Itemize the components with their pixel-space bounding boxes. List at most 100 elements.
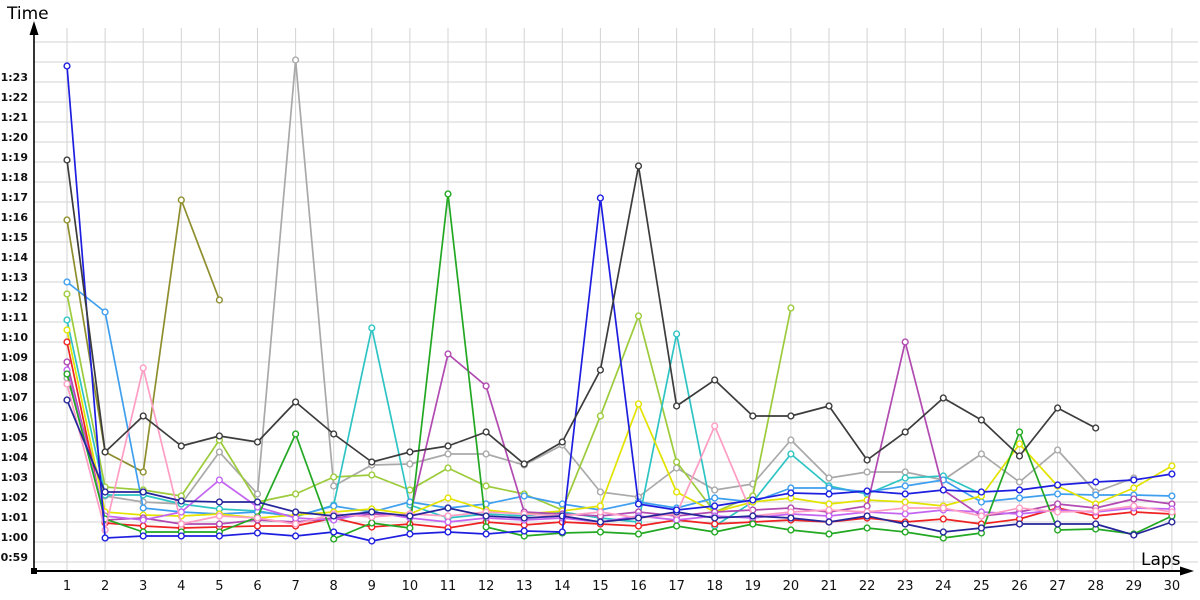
data-point-green [787, 526, 795, 534]
data-point-purple [444, 350, 452, 358]
data-point-light-blue [101, 308, 109, 316]
series-line-purple [66, 341, 1173, 525]
data-point-yellow [634, 400, 643, 408]
x-tick-label: 25 [973, 579, 990, 594]
data-point-yellow-green [63, 290, 71, 298]
data-point-light-blue [1168, 492, 1176, 500]
data-point-yellow-green [672, 458, 681, 466]
data-point-pink [787, 508, 795, 516]
data-point-light-blue [901, 482, 909, 490]
data-point-blue [634, 500, 643, 508]
data-point-navy [292, 508, 300, 516]
data-point-navy [330, 512, 338, 520]
data-point-blue [1092, 478, 1100, 486]
data-point-blue [520, 527, 528, 535]
data-point-light-blue [558, 500, 566, 508]
data-point-violet [901, 510, 909, 518]
data-point-black [1015, 452, 1024, 460]
data-point-gray [596, 488, 605, 496]
y-tick-label: 1:05 [1, 431, 28, 444]
data-point-violet [1015, 510, 1024, 518]
data-point-navy [863, 512, 871, 520]
data-point-pink [901, 504, 909, 512]
data-point-blue [672, 506, 681, 514]
data-point-blue [215, 532, 224, 540]
x-tick-label: 7 [291, 579, 299, 594]
x-tick-label: 20 [783, 579, 800, 594]
data-point-green [368, 519, 376, 527]
data-point-light-blue [330, 502, 338, 510]
data-point-gray [863, 468, 871, 476]
x-axis-arrow-icon [1180, 566, 1194, 576]
data-point-blue [63, 62, 71, 70]
data-point-green [634, 530, 643, 538]
data-point-purple [215, 520, 224, 528]
data-point-cyan [63, 316, 71, 324]
data-point-gray [977, 450, 986, 458]
data-point-black [406, 448, 414, 456]
x-tick-label: 13 [516, 579, 533, 594]
y-tick-label: 1:06 [1, 411, 29, 424]
x-tick-label: 11 [440, 579, 457, 594]
x-tick-label: 10 [402, 579, 419, 594]
y-tick-label: 1:07 [1, 391, 28, 404]
data-point-pink [1168, 508, 1176, 516]
data-point-light-blue [63, 278, 71, 286]
data-point-green [292, 430, 300, 438]
data-point-gray [711, 486, 719, 494]
data-point-navy [787, 514, 795, 522]
data-point-violet [825, 512, 833, 520]
axis-origin-marker [31, 568, 37, 574]
data-point-pink [63, 380, 71, 388]
data-point-violet [672, 516, 681, 524]
x-tick-label: 14 [554, 579, 571, 594]
data-point-green [1015, 428, 1024, 436]
y-tick-label: 1:04 [1, 451, 29, 464]
data-point-blue [939, 486, 947, 494]
x-tick-label: 28 [1087, 579, 1104, 594]
data-point-black [520, 460, 528, 468]
data-point-green [901, 528, 909, 536]
x-tick-label: 1 [63, 579, 71, 594]
x-tick-label: 17 [668, 579, 685, 594]
data-point-black [749, 412, 757, 420]
data-point-blue [825, 490, 833, 498]
data-point-yellow [901, 498, 909, 506]
data-point-cyan [672, 330, 681, 338]
data-point-black [596, 366, 605, 374]
data-point-blue [787, 489, 795, 497]
data-point-violet [139, 516, 147, 524]
data-point-green [444, 190, 452, 198]
y-tick-label: 1:18 [1, 171, 28, 184]
data-point-green [596, 528, 605, 536]
data-point-green [939, 534, 947, 542]
data-point-navy [1053, 520, 1062, 528]
data-point-blue [1015, 486, 1024, 494]
x-tick-label: 4 [177, 579, 185, 594]
data-point-red [139, 522, 147, 530]
y-tick-label: 1:13 [1, 271, 28, 284]
data-point-black [330, 430, 338, 438]
x-tick-label: 23 [897, 579, 914, 594]
data-point-pink [1130, 502, 1138, 510]
data-point-gray [253, 490, 262, 498]
data-point-pink [139, 364, 147, 372]
data-point-pink [711, 422, 719, 430]
data-point-pink [1015, 504, 1024, 512]
data-point-navy [520, 514, 528, 522]
data-point-pink [596, 508, 605, 516]
data-point-black [939, 394, 947, 402]
data-point-black [825, 402, 833, 410]
data-point-yellow-green [596, 412, 605, 420]
data-point-blue [253, 529, 262, 537]
data-point-black [977, 416, 986, 424]
data-point-black [215, 432, 224, 440]
data-point-navy [901, 520, 909, 528]
data-point-olive [177, 196, 185, 204]
data-point-purple [63, 358, 71, 366]
x-tick-label: 19 [745, 579, 762, 594]
data-point-blue [444, 528, 452, 536]
data-point-red [63, 338, 71, 346]
data-point-gray [444, 450, 452, 458]
data-point-green [330, 535, 338, 543]
